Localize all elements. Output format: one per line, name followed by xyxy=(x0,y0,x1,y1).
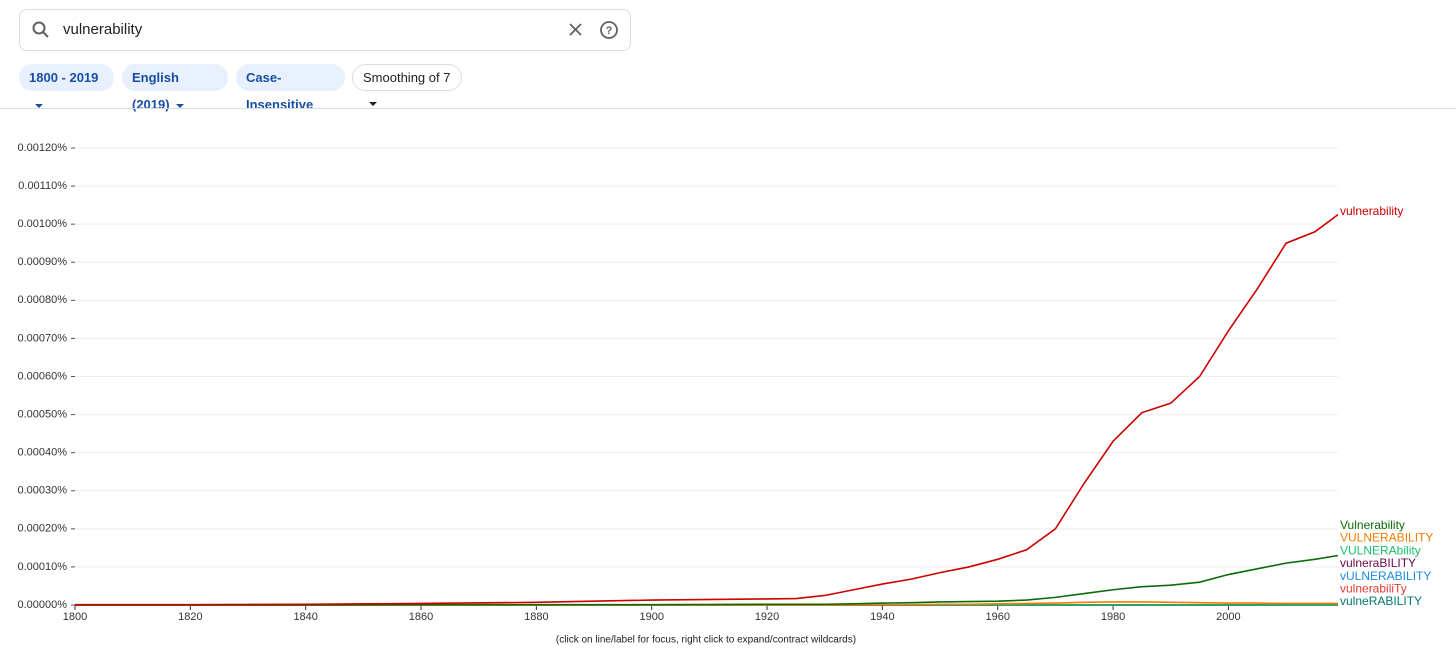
y-tick-label: 0.00070% xyxy=(17,332,67,344)
y-tick-label: 0.00060% xyxy=(17,370,67,382)
y-tick-label: 0.00010% xyxy=(17,561,67,573)
y-tick-label: 0.00030% xyxy=(17,485,67,497)
footnote: (click on line/label for focus, right cl… xyxy=(556,635,856,646)
search-icons: ? xyxy=(32,21,618,39)
y-tick-label: 0.00090% xyxy=(17,256,67,268)
y-tick-label: 0.00020% xyxy=(17,523,67,535)
y-tick-label: 0.00000% xyxy=(17,599,67,611)
chip-label: Smoothing of 7 xyxy=(363,70,451,85)
x-tick-label: 1800 xyxy=(63,611,87,623)
x-tick-label: 1820 xyxy=(178,611,202,623)
series-line xyxy=(75,554,1339,606)
x-tick-label: 1840 xyxy=(293,611,317,623)
x-tick-label: 1960 xyxy=(985,611,1009,623)
x-tick-label: 1860 xyxy=(409,611,433,623)
x-tick-label: 1880 xyxy=(524,611,548,623)
series-label: vulneraBILITY xyxy=(1340,556,1416,570)
y-tick-label: 0.00110% xyxy=(18,180,67,192)
search-text[interactable]: vulnerability xyxy=(63,21,143,38)
series-label: VULNERABILITY xyxy=(1340,531,1433,545)
series-label: vulnerability xyxy=(1340,204,1403,218)
x-tick-label: 1900 xyxy=(639,611,663,623)
y-tick-label: 0.00050% xyxy=(17,408,67,420)
svg-text:?: ? xyxy=(606,25,613,37)
series-line xyxy=(75,214,1339,606)
y-tick-label: 0.00100% xyxy=(17,218,67,230)
divider xyxy=(0,108,1456,109)
y-tick-label: 0.00120% xyxy=(17,142,67,154)
y-tick-label: 0.00040% xyxy=(17,447,67,459)
series-label: vULNERABILITY xyxy=(1340,569,1431,583)
series-label: Vulnerability xyxy=(1340,518,1405,532)
x-tick-label: 1920 xyxy=(755,611,779,623)
series-label: vulnerabiliTy xyxy=(1340,581,1407,595)
search-box[interactable]: ? vulnerability xyxy=(19,9,631,51)
x-tick-label: 1980 xyxy=(1101,611,1125,623)
chip[interactable]: Smoothing of 7 xyxy=(352,64,462,106)
chip-label: 1800 - 2019 xyxy=(29,70,99,85)
x-tick-label: 1940 xyxy=(870,611,894,623)
y-tick-label: 0.00080% xyxy=(17,294,67,306)
chip[interactable]: 1800 - 2019 xyxy=(19,64,114,108)
x-tick-label: 2000 xyxy=(1216,611,1240,623)
series-label: vulneRABILITY xyxy=(1340,594,1422,608)
series-label: VULNERAbility xyxy=(1340,543,1421,557)
